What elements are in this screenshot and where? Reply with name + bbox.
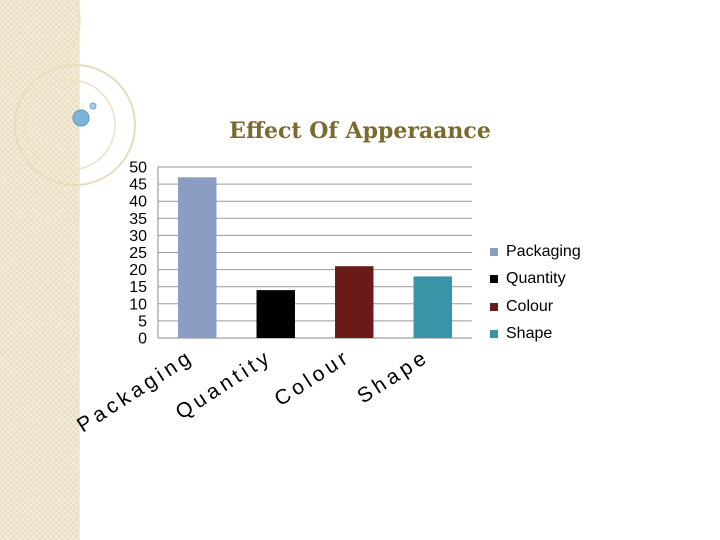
legend-label: Colour xyxy=(506,297,554,315)
y-tick-label: 10 xyxy=(129,296,147,313)
legend-label: Quantity xyxy=(506,270,566,288)
bar-colour xyxy=(335,266,374,338)
y-tick-label: 40 xyxy=(129,194,147,211)
y-tick-label: 35 xyxy=(129,211,147,228)
legend-label: Packaging xyxy=(506,242,581,260)
x-tick-label: Colour xyxy=(270,345,355,411)
x-tick-label: Packaging xyxy=(73,345,198,437)
y-tick-label: 15 xyxy=(129,279,147,296)
bar-shape xyxy=(413,276,452,338)
y-tick-label: 25 xyxy=(129,245,147,262)
x-tick-label: Shape xyxy=(353,345,433,408)
chart-legend: Packaging Quantity Colour Shape xyxy=(490,238,581,348)
legend-label: Shape xyxy=(506,325,553,343)
decorative-dot-small xyxy=(89,102,97,110)
legend-swatch xyxy=(490,247,498,256)
y-tick-label: 45 xyxy=(129,177,147,194)
legend-item: Shape xyxy=(490,321,581,349)
y-tick-label: 5 xyxy=(138,313,147,330)
legend-swatch xyxy=(490,275,498,284)
legend-item: Colour xyxy=(490,293,581,321)
decorative-background-band xyxy=(0,0,79,540)
y-tick-label: 50 xyxy=(129,160,147,177)
legend-swatch xyxy=(490,302,498,311)
legend-swatch xyxy=(490,330,498,339)
y-tick-label: 20 xyxy=(129,262,147,279)
legend-item: Quantity xyxy=(490,266,581,294)
decorative-dot-large xyxy=(72,109,90,127)
y-tick-label: 30 xyxy=(129,228,147,245)
y-tick-label: 0 xyxy=(138,331,147,348)
bars xyxy=(178,177,452,338)
bar-packaging xyxy=(178,177,217,338)
chart-title: Effect Of Apperaance xyxy=(229,118,491,144)
legend-item: Packaging xyxy=(490,238,581,266)
bar-quantity xyxy=(256,290,295,338)
